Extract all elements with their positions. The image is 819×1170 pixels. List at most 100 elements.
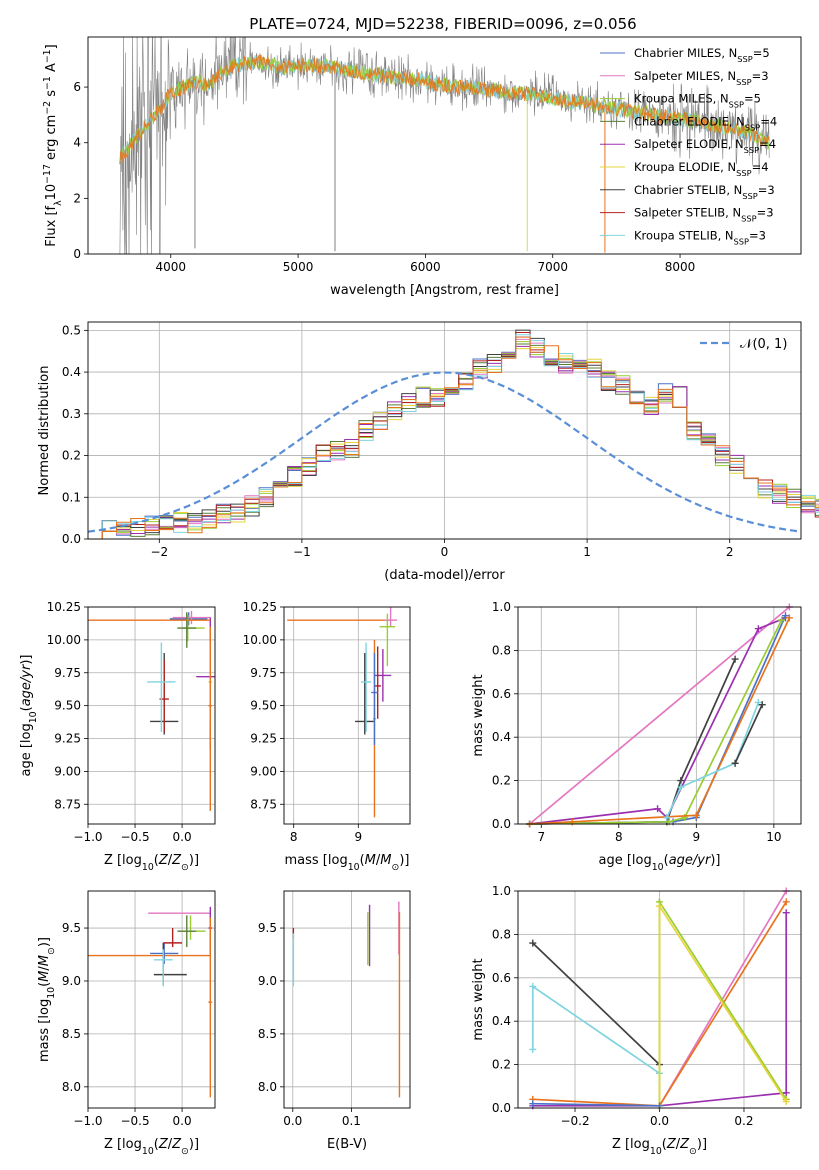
mass-weight-vs-age-xtick-label: 10 — [766, 830, 781, 844]
mass-weight-vs-age-point-marker — [677, 777, 685, 785]
mass-weight-vs-age-point-marker — [663, 813, 671, 821]
spectrum-xtick-label: 4000 — [155, 260, 186, 274]
mass-weight-vs-age-point-marker — [778, 616, 786, 624]
mass-weight-vs-age-ytick-label: 0.2 — [492, 774, 511, 788]
age-vs-Z-frame — [87, 606, 216, 825]
mass-weight-vs-age-xtick-label: 7 — [537, 830, 545, 844]
mass-vs-Z-xlabel: Z [log10(Z/Z⊙)] — [104, 1137, 199, 1157]
age-vs-Z-ytick-label: 9.50 — [54, 699, 81, 713]
mass-weight-vs-Z-ytick-label: 0.8 — [492, 927, 511, 941]
residuals-histogram — [88, 331, 819, 540]
mass-weight-vs-age-ytick-label: 0.6 — [492, 687, 511, 701]
mass-weight-vs-age-series-line — [666, 702, 760, 818]
mass-vs-EBV-ytick-label: 9.0 — [258, 974, 277, 988]
mass-weight-vs-age-point-marker — [731, 655, 739, 663]
spectrum-legend-label: Salpeter MILES, NSSP=3 — [634, 69, 769, 87]
age-vs-mass-ytick-label: 10.25 — [243, 600, 277, 614]
mass-weight-vs-Z-series-line — [532, 942, 661, 1066]
age-vs-Z-panel: −1.0 −0.5 0.0 8.75 9.00 9.25 9.50 9.75 10.00 10.2… — [19, 600, 216, 873]
mass-weight-vs-Z-point-marker — [782, 909, 790, 917]
age-vs-Z-xtick-label: −0.5 — [120, 830, 149, 844]
mass-vs-Z-xtick-label: 0.0 — [173, 1114, 192, 1128]
age-vs-mass-ytick-label: 10.00 — [243, 633, 277, 647]
mass-weight-vs-Z-ytick-label: 0.2 — [492, 1058, 511, 1072]
mass-vs-Z-ytick-label: 9.5 — [62, 921, 81, 935]
age-vs-Z-xtick-label: 0.0 — [173, 830, 192, 844]
age-vs-mass-xtick-label: 9 — [354, 830, 362, 844]
mass-vs-Z-ytick-label: 8.5 — [62, 1027, 81, 1041]
residuals-xtick-label: −2 — [150, 545, 168, 559]
age-vs-mass-plot-area — [287, 607, 398, 818]
residuals-histogram — [88, 329, 819, 540]
age-vs-Z-xtick-label: −1.0 — [73, 830, 102, 844]
spectrum-ytick-label: 0 — [73, 247, 81, 261]
mass-weight-vs-Z-xtick-label: −0.2 — [560, 1114, 589, 1128]
mass-vs-EBV-xtick-label: 0.0 — [283, 1114, 302, 1128]
mass-vs-EBV-frame — [283, 890, 411, 1109]
mass-weight-vs-Z-point-marker — [529, 982, 537, 990]
residuals-gaussian-line — [87, 371, 802, 533]
spectrum-xtick-label: 8000 — [665, 260, 696, 274]
age-vs-mass-panel: 8 9 8.75 9.00 9.25 9.50 9.75 10.00 10.25 mass [lo… — [243, 600, 411, 873]
mass-vs-EBV-panel: 0.0 0.1 8.0 8.5 9.0 9.5 E(B-V) — [258, 890, 411, 1152]
residuals-panel: −2 −1 0 1 2 0.0 0.1 0.2 0.3 0.4 0.5 (data-model)/er… — [37, 321, 819, 583]
mass-weight-vs-Z-series-line — [532, 1102, 660, 1107]
spectrum-plot-area — [119, 37, 770, 254]
age-vs-Z-ytick-label: 10.00 — [47, 633, 81, 647]
residuals-ytick-label: 0.0 — [62, 532, 81, 546]
spectrum-legend-label: Chabrier ELODIE, NSSP=4 — [634, 114, 777, 132]
mass-weight-vs-Z-frame — [517, 890, 802, 1109]
spectrum-ytick-label: 4 — [73, 136, 81, 150]
residuals-histogram — [88, 345, 819, 540]
mass-weight-vs-Z-panel: −0.2 0.0 0.2 0.0 0.2 0.4 0.6 0.8 1.0 mass weight Z… — [471, 884, 802, 1157]
age-vs-mass-xtick-label: 8 — [290, 830, 298, 844]
mass-weight-vs-age-point-marker — [692, 811, 700, 819]
mass-vs-Z-ytick-label: 9.0 — [62, 974, 81, 988]
mass-weight-vs-age-point-marker — [781, 612, 789, 620]
age-vs-Z-ytick-label: 8.75 — [54, 797, 81, 811]
age-vs-Z-y-label: age [log10(age/yr)] — [19, 654, 39, 776]
residuals-ylabel: Normed distribution — [37, 366, 52, 496]
mass-vs-EBV-xlabel: E(B-V) — [327, 1137, 367, 1152]
residuals-histogram — [88, 347, 819, 540]
mass-vs-Z-ylabel: mass [log10(M/M⊙)] — [37, 937, 57, 1062]
mass-weight-vs-Z-ylabel: mass weight — [471, 958, 486, 1040]
mass-weight-vs-age-ytick-label: 1.0 — [492, 600, 511, 614]
age-vs-Z-ytick-label: 10.25 — [47, 600, 81, 614]
age-vs-mass-ytick-label: 9.50 — [250, 699, 277, 713]
spectrum-model-line — [119, 55, 770, 165]
mass-weight-vs-age-xtick-label: 9 — [693, 830, 701, 844]
mass-weight-vs-age-ytick-label: 0.4 — [492, 730, 511, 744]
age-vs-Z-ytick-label: 9.25 — [54, 732, 81, 746]
residuals-xtick-label: 1 — [583, 545, 591, 559]
age-vs-Z-plot-area — [88, 610, 215, 811]
residuals-ytick-label: 0.4 — [62, 365, 81, 379]
spectrum-ylabel: Flux [fλ10−17 erg cm−2 s−1 A−1] — [42, 44, 64, 246]
mass-weight-vs-Z-point-marker — [529, 939, 537, 947]
mass-weight-vs-Z-point-marker — [782, 898, 790, 906]
mass-weight-vs-age-series-line — [529, 619, 783, 825]
mass-weight-vs-age-panel: 7 8 9 10 0.0 0.2 0.4 0.6 0.8 1.0 mass weight age [l… — [471, 600, 802, 873]
mass-weight-vs-age-point-marker — [758, 701, 766, 709]
spectrum-ytick-label: 6 — [73, 80, 81, 94]
residuals-frame — [87, 321, 802, 540]
age-vs-mass-ytick-label: 9.75 — [250, 666, 277, 680]
mass-vs-Z-ytick-label: 8.0 — [62, 1080, 81, 1094]
mass-weight-vs-Z-series-line — [531, 984, 660, 1075]
figure-title: PLATE=0724, MJD=52238, FIBERID=0096, z=0… — [249, 15, 636, 33]
spectrum-legend-label: Kroupa ELODIE, NSSP=4 — [634, 160, 769, 178]
residuals-ytick-label: 0.2 — [62, 449, 81, 463]
mass-weight-vs-age-xtick-label: 8 — [615, 830, 623, 844]
spectrum-xlabel: wavelength [Angstrom, rest frame] — [330, 283, 559, 298]
mass-vs-EBV-plot-area — [292, 901, 401, 1098]
mass-vs-EBV-xtick-label: 0.1 — [342, 1114, 361, 1128]
spectrum-xtick-label: 7000 — [537, 260, 568, 274]
mass-vs-EBV-ytick-label: 9.5 — [258, 921, 277, 935]
residuals-ytick-label: 0.1 — [62, 490, 81, 504]
mass-weight-vs-age-ytick-label: 0.8 — [492, 643, 511, 657]
mass-weight-vs-age-point-marker — [754, 698, 762, 706]
mass-weight-vs-age-frame — [517, 606, 802, 825]
mass-weight-vs-Z-xtick-label: 0.0 — [650, 1114, 669, 1128]
mass-vs-Z-xtick-label: −0.5 — [120, 1114, 149, 1128]
